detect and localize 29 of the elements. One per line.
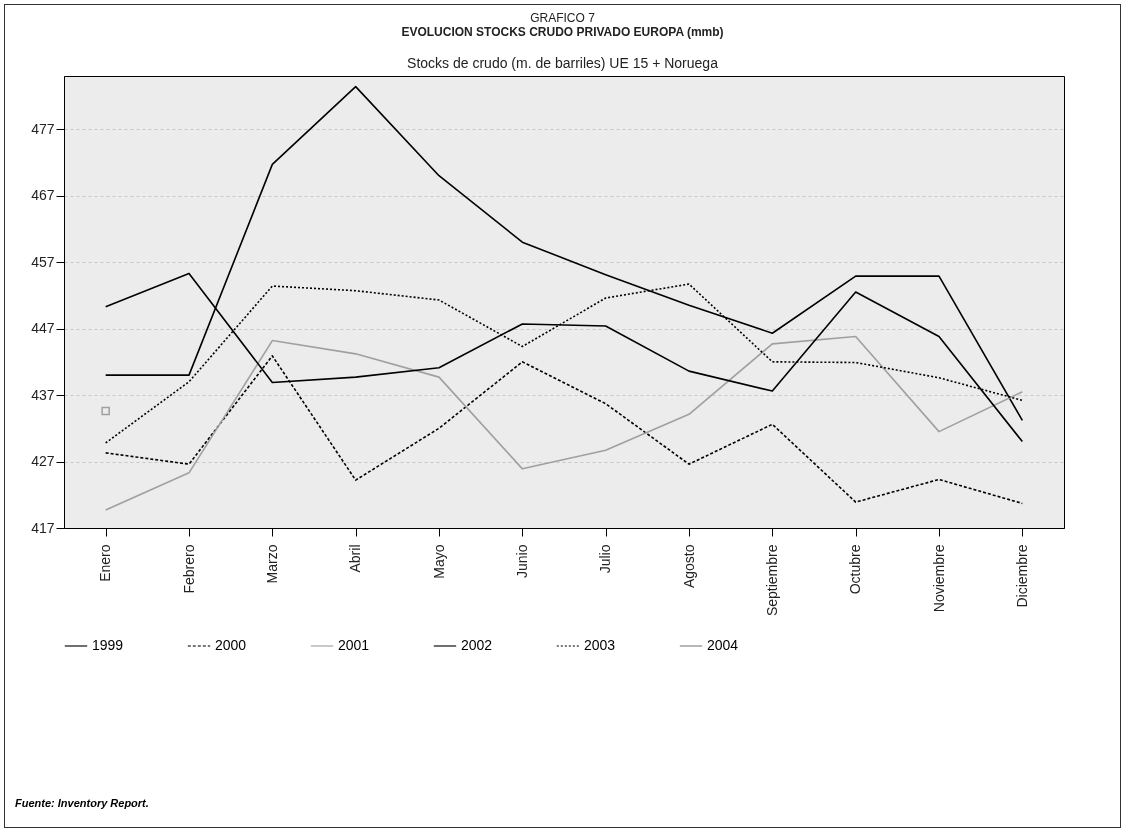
- x-tick-label: Febrero: [180, 544, 197, 594]
- legend-label: 2003: [584, 637, 616, 653]
- y-tick-label: 457: [31, 253, 55, 270]
- chart-subtitle: Stocks de crudo (m. de barriles) UE 15 + Noruega: [406, 55, 719, 71]
- y-tick-label: 477: [31, 120, 55, 137]
- x-tick-label: Abril: [347, 544, 364, 573]
- legend-label: 2002: [461, 637, 493, 653]
- chart-title: EVOLUCION STOCKS CRUDO PRIVADO EUROPA (mmb): [400, 25, 725, 39]
- x-tick-label: Marzo: [263, 544, 280, 584]
- legend-label: 2001: [338, 637, 370, 653]
- x-tick-label: Agosto: [680, 544, 697, 589]
- y-tick-label: 467: [31, 187, 55, 204]
- x-tick-label: Septiembre: [763, 544, 780, 617]
- x-tick-label: Mayo: [430, 544, 447, 579]
- x-tick-label: Julio: [597, 544, 614, 574]
- x-tick-label: Noviembre: [930, 544, 947, 613]
- x-tick-label: Diciembre: [1013, 544, 1030, 608]
- legend-label: 1999: [92, 637, 124, 653]
- legend-label: 2004: [707, 637, 739, 653]
- y-tick-label: 437: [31, 386, 55, 403]
- y-tick-label: 447: [31, 320, 55, 337]
- source-note: Fuente: Inventory Report.: [15, 797, 149, 809]
- y-tick-label: 417: [31, 519, 55, 536]
- x-tick-label: Enero: [97, 544, 114, 582]
- legend-label: 2000: [215, 637, 247, 653]
- x-tick-label: Octubre: [847, 544, 864, 595]
- y-tick-label: 427: [31, 453, 55, 470]
- x-tick-label: Junio: [513, 544, 530, 578]
- text: GRAFICO 7: [529, 11, 596, 25]
